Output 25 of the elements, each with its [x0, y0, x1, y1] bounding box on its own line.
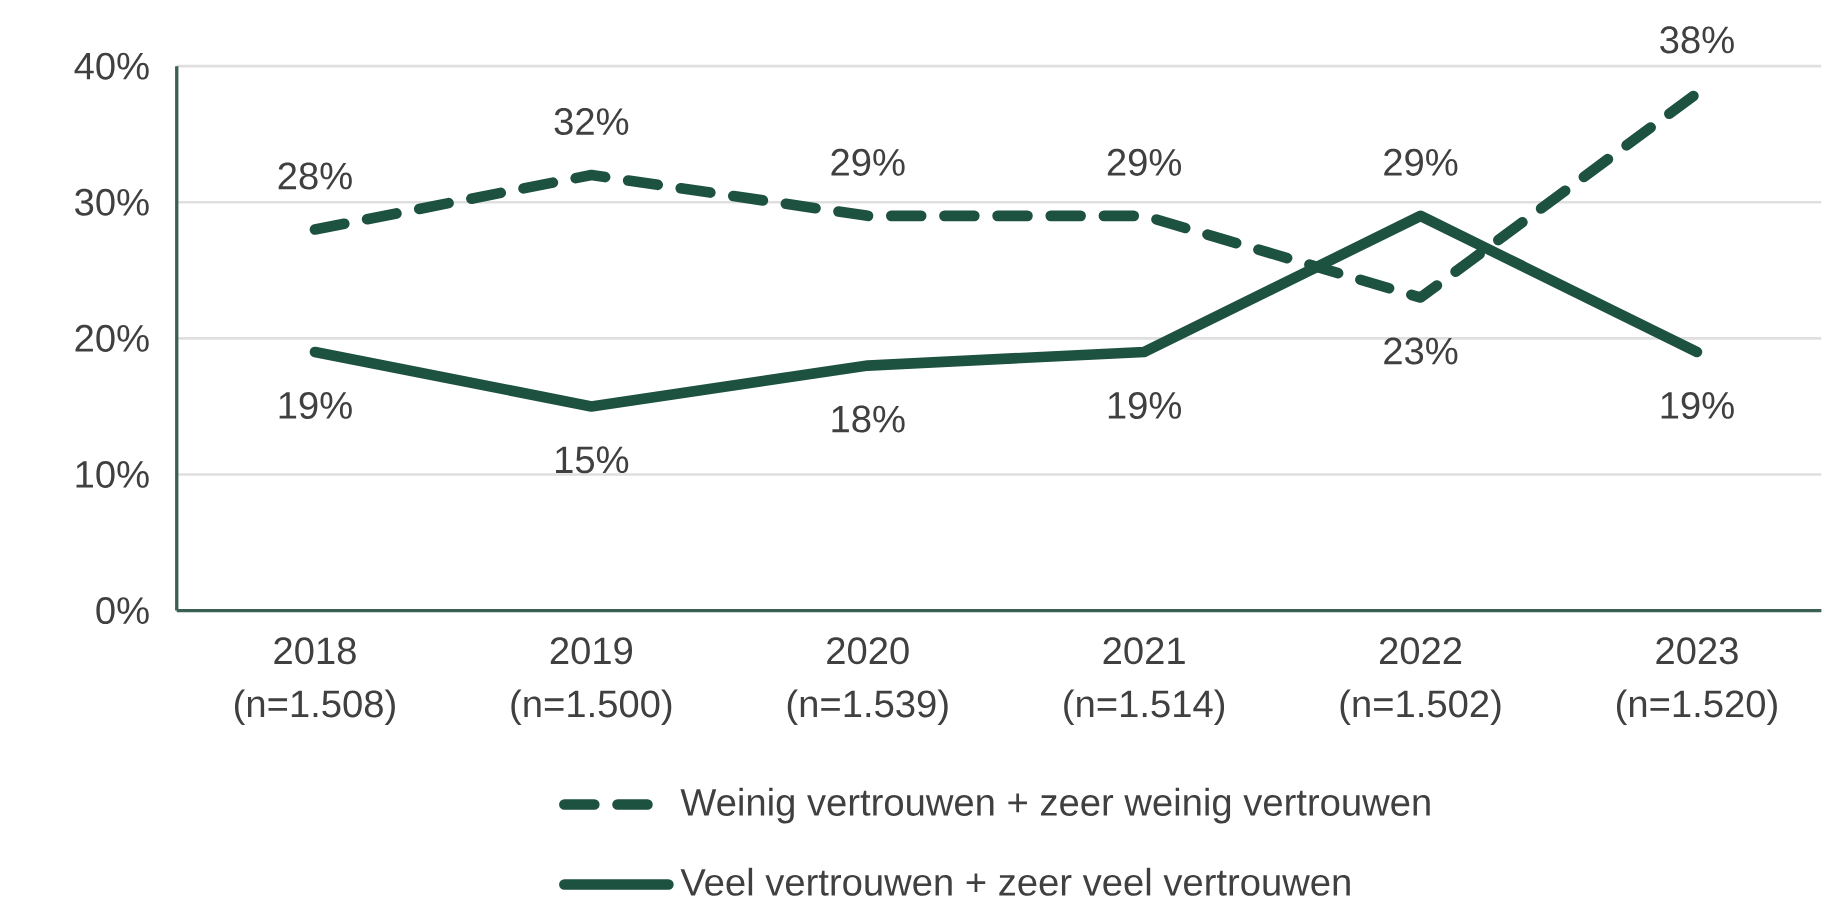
legend-label: Weinig vertrouwen + zeer weinig vertrouwen [680, 787, 1430, 824]
data-label: 29% [831, 148, 905, 176]
data-label: 23% [1384, 337, 1458, 365]
y-tick-label: 10% [76, 460, 149, 488]
x-tick-label: 2021 (n=1.514) [1064, 637, 1225, 725]
y-tick-label: 20% [75, 324, 149, 352]
data-label: 32% [554, 108, 629, 136]
data-label: 28% [278, 162, 352, 190]
data-label: 15% [556, 446, 629, 474]
data-label: 29% [1384, 148, 1458, 176]
legend-label: Veel vertrouwen + zeer veel vertrouwen [680, 867, 1350, 896]
data-label: 19% [1661, 391, 1734, 419]
data-label: 38% [1660, 26, 1734, 54]
data-label: 29% [1107, 148, 1182, 176]
data-label: 18% [832, 405, 905, 433]
y-tick-label: 0% [96, 597, 149, 625]
y-tick-label: 40% [74, 52, 149, 80]
x-tick-label: 2019 (n=1.500) [511, 637, 672, 725]
x-tick-label: 2020 (n=1.539) [787, 637, 948, 725]
x-tick-label: 2022 (n=1.502) [1340, 637, 1501, 725]
data-label: 19% [1108, 391, 1182, 419]
x-tick-label: 2023 (n=1.520) [1616, 637, 1777, 725]
x-tick-label: 2018 (n=1.508) [235, 637, 395, 725]
y-tick-label: 30% [75, 188, 149, 216]
data-label: 19% [279, 391, 352, 419]
